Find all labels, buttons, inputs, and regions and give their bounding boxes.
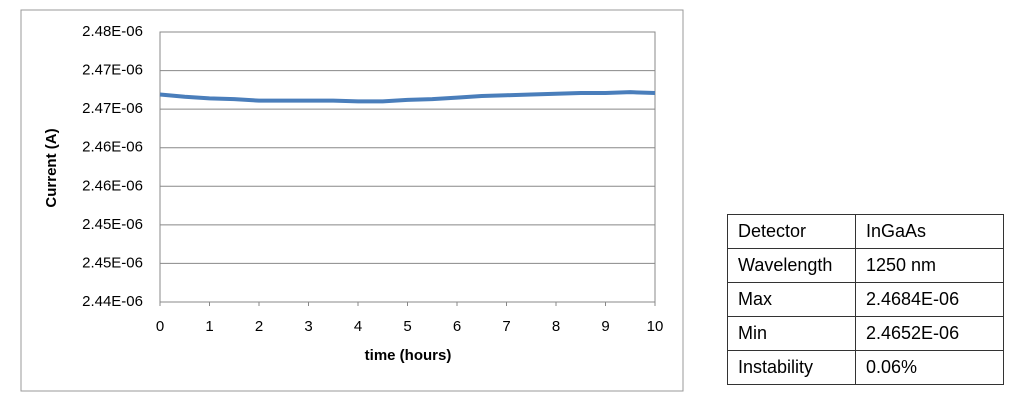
x-tick-label: 7 [502, 318, 510, 335]
x-tick-label: 8 [552, 318, 560, 335]
x-tick-label: 5 [403, 318, 411, 335]
info-table: Detector InGaAs Wavelength 1250 nm Max 2.4684… [727, 214, 1004, 385]
x-tick-label: 6 [453, 318, 461, 335]
table-cell: Max [727, 282, 856, 317]
table-row: Instability 0.06% [727, 350, 1004, 385]
x-tick-label: 10 [647, 318, 664, 335]
y-tick-label: 2.45E-06 [82, 216, 143, 233]
table-cell: 0.06% [855, 350, 1004, 385]
x-tick-label: 3 [304, 318, 312, 335]
y-axis-title: Current (A) [43, 128, 60, 207]
y-tick-label: 2.45E-06 [82, 254, 143, 271]
y-tick-label: 2.47E-06 [82, 100, 143, 117]
table-cell: Detector [727, 214, 856, 249]
table-cell: Instability [727, 350, 856, 385]
x-tick-label: 0 [156, 318, 164, 335]
table-cell: 2.4652E-06 [855, 316, 1004, 351]
table-cell: InGaAs [855, 214, 1004, 249]
y-tick-label: 2.46E-06 [82, 139, 143, 156]
y-tick-label: 2.44E-06 [82, 293, 143, 310]
table-cell: Min [727, 316, 856, 351]
table-cell: 1250 nm [855, 248, 1004, 283]
x-tick-label: 1 [205, 318, 213, 335]
table-body: Detector InGaAs Wavelength 1250 nm Max 2.4684… [727, 214, 1004, 385]
y-tick-label: 2.47E-06 [82, 62, 143, 79]
table-row: Wavelength 1250 nm [727, 248, 1004, 283]
table-row: Detector InGaAs [727, 214, 1004, 249]
table-row: Min 2.4652E-06 [727, 316, 1004, 351]
x-axis-title: time (hours) [365, 347, 452, 364]
x-tick-label: 2 [255, 318, 263, 335]
table-row: Max 2.4684E-06 [727, 282, 1004, 317]
table-cell: 2.4684E-06 [855, 282, 1004, 317]
y-tick-label: 2.46E-06 [82, 177, 143, 194]
x-tick-label: 9 [601, 318, 609, 335]
x-tick-label: 4 [354, 318, 362, 335]
y-tick-label: 2.48E-06 [82, 23, 143, 40]
data-line [159, 90, 656, 104]
chart-frame [20, 9, 684, 392]
table-cell: Wavelength [727, 248, 856, 283]
